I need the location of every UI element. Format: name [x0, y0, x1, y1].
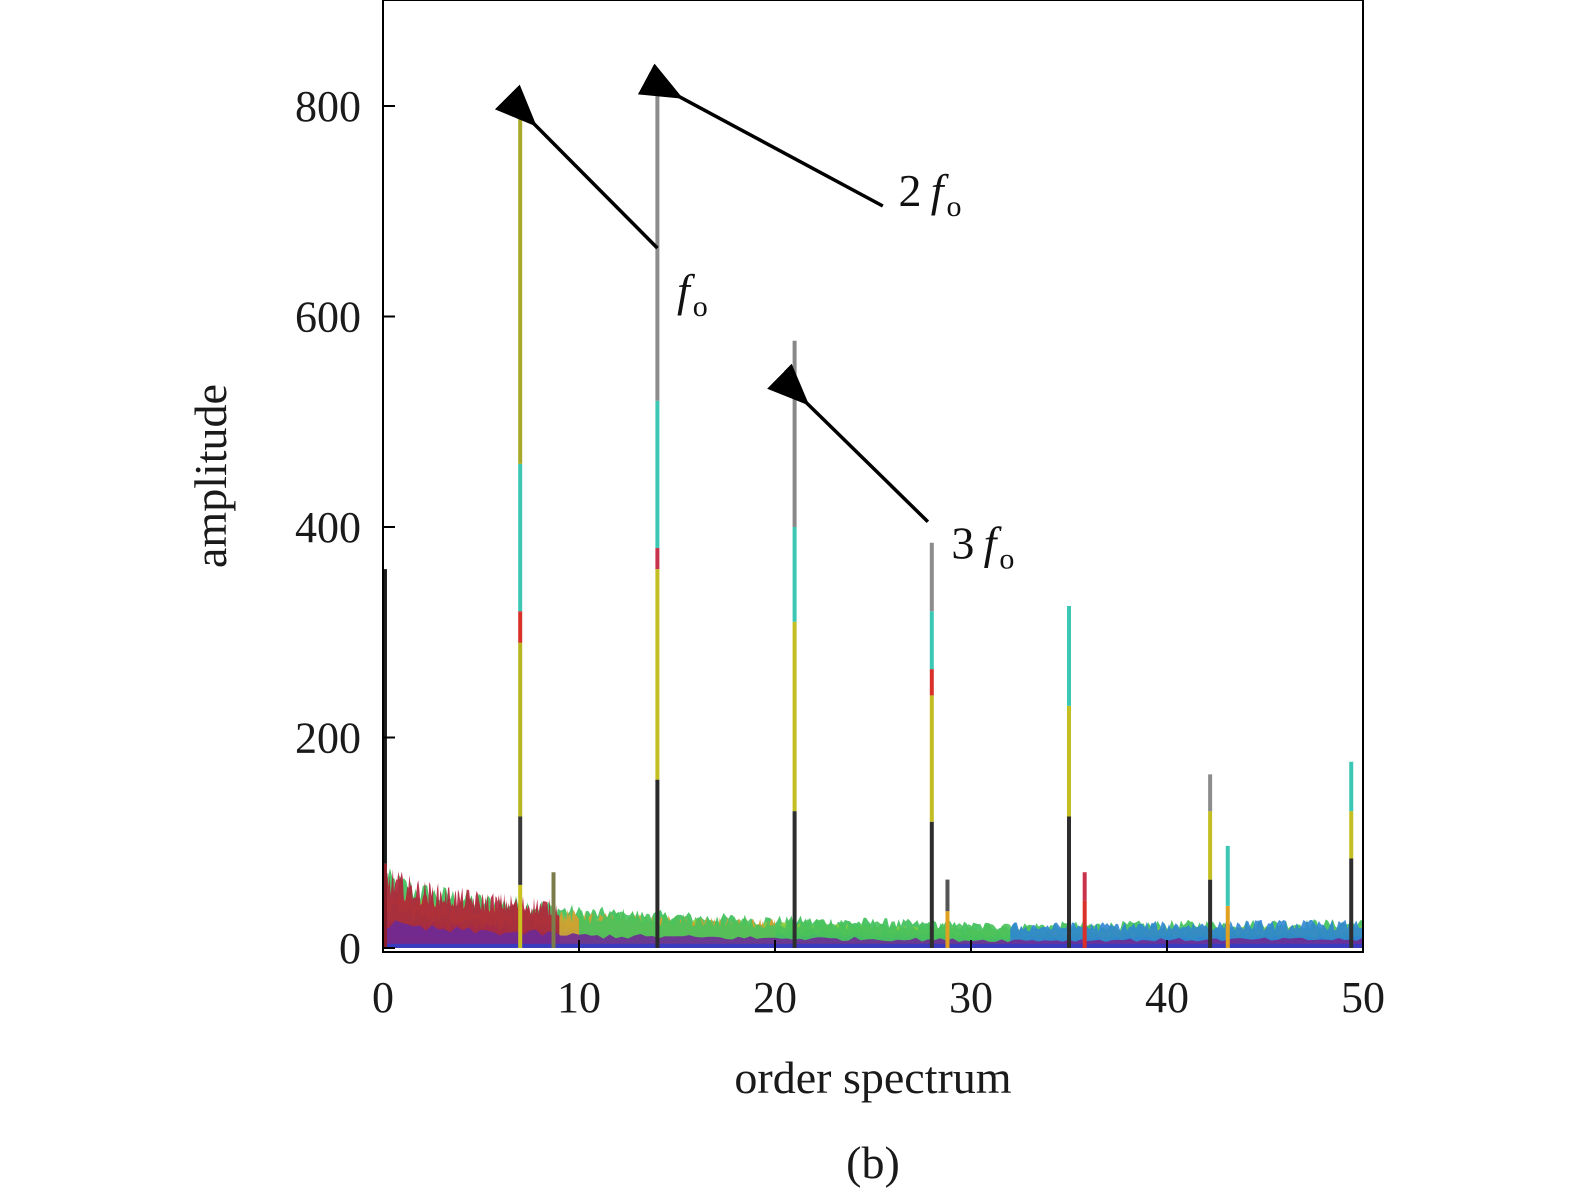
x-axis-ticks: 0 10 20 30 40 50 — [372, 940, 1385, 1022]
noise-floor — [383, 863, 1363, 948]
annotation-arrow — [767, 363, 930, 523]
x-tick-label: 20 — [753, 973, 797, 1022]
y-axis-title: amplitude — [185, 384, 236, 568]
annotation-arrow — [494, 84, 659, 250]
y-tick-label: 800 — [295, 82, 361, 131]
annotation-arrow — [637, 63, 884, 208]
figure-caption: (b) — [846, 1137, 900, 1188]
y-tick-label: 600 — [295, 293, 361, 342]
noise-floor-overlay — [383, 863, 560, 948]
annotation-subscript: o — [693, 290, 708, 323]
baseline-band — [383, 943, 1363, 948]
y-tick-label: 200 — [295, 714, 361, 763]
y-axis-ticks: 0 200 400 600 800 — [295, 82, 395, 973]
annotation-subscript: o — [999, 543, 1014, 576]
x-tick-label: 10 — [557, 973, 601, 1022]
x-tick-label: 50 — [1341, 973, 1385, 1022]
harmonic-peaks — [383, 74, 1354, 948]
noise-floor-overlay — [383, 920, 1363, 948]
x-axis-title: order spectrum — [734, 1052, 1011, 1103]
annotation-multiplier: 2 — [898, 165, 921, 216]
x-tick-label: 0 — [372, 973, 394, 1022]
x-tick-label: 30 — [949, 973, 993, 1022]
annotation-multiplier: 3 — [951, 518, 974, 569]
y-tick-label: 400 — [295, 503, 361, 552]
annotation-subscript: o — [946, 190, 961, 223]
y-tick-label: 0 — [339, 924, 361, 973]
x-tick-label: 40 — [1145, 973, 1189, 1022]
plot-frame — [382, 0, 1364, 953]
